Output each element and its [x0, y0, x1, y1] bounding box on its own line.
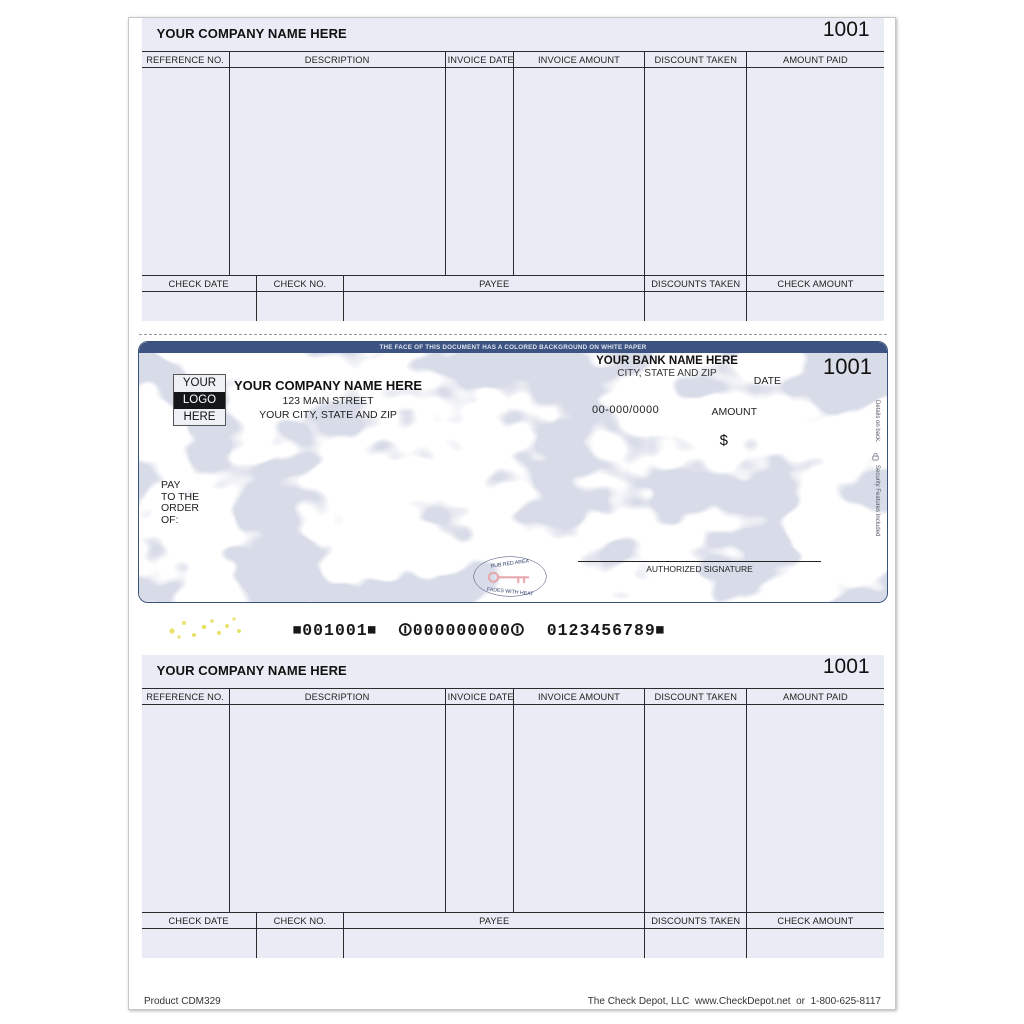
svg-text:RUB RED AREA: RUB RED AREA	[490, 558, 530, 569]
svg-text:FADES WITH HEAT: FADES WITH HEAT	[487, 587, 535, 598]
